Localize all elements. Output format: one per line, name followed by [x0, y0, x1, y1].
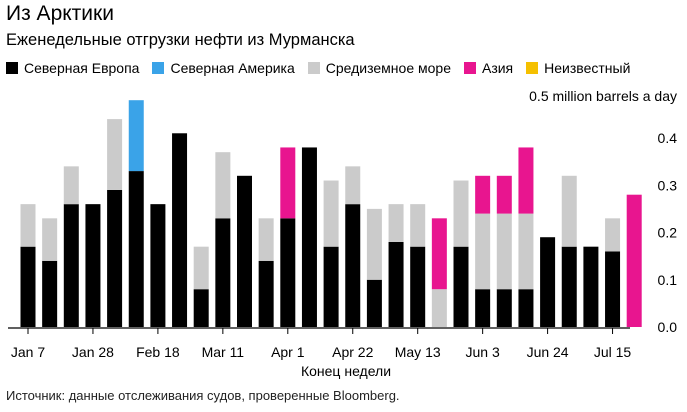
bar-segment	[453, 246, 469, 328]
legend-label-asia: Азия	[481, 60, 514, 76]
x-tick-label: Feb 18	[136, 344, 180, 360]
legend-item-asia: Азия	[463, 60, 514, 76]
bar-segment	[128, 100, 144, 172]
bar-segment	[366, 208, 382, 280]
x-tick-label: Apr 1	[271, 344, 305, 360]
bar-segment	[410, 204, 426, 247]
bar-segment	[323, 246, 339, 328]
bar-segment	[42, 218, 58, 261]
bar-segment	[42, 260, 58, 327]
bar-segment	[280, 147, 296, 219]
bar-segment	[518, 213, 534, 290]
bar-segment	[107, 119, 123, 190]
bar-segment	[605, 218, 621, 252]
x-tick-label: Jun 3	[466, 344, 500, 360]
bar-segment	[561, 175, 577, 247]
bar-segment	[301, 147, 317, 327]
bar-segment	[388, 204, 404, 242]
bar-segment	[475, 175, 491, 214]
bar-segment	[605, 251, 621, 327]
x-axis: Jan 7 Jan 28 Feb 18 Mar 11 Apr 1 Apr 22 May 13…	[11, 328, 632, 360]
legend-label-mediterranean: Средиземное море	[325, 60, 451, 76]
bar-segment	[128, 171, 144, 327]
legend-swatch-north-america	[152, 62, 165, 74]
bar-segment	[85, 204, 101, 327]
bar-segment	[518, 147, 534, 214]
legend-swatch-asia	[463, 62, 476, 74]
bar-segment	[583, 246, 599, 328]
bar-segment	[193, 246, 209, 290]
y-tick-label: 0.1	[658, 272, 678, 288]
source-note: Источник: данные отслеживания судов, про…	[6, 388, 400, 403]
bar-segment	[475, 213, 491, 290]
legend-swatch-mediterranean	[307, 62, 320, 74]
legend-swatch-north-europe	[6, 62, 18, 74]
bars	[20, 100, 642, 328]
x-tick-label: May 13	[395, 344, 441, 360]
bar-segment	[431, 218, 447, 290]
chart-subtitle: Еженедельные отгрузки нефти из Мурманска	[6, 31, 355, 49]
bar-segment	[540, 237, 556, 327]
bar-segment	[366, 279, 382, 327]
y-unit-label: 0.5 million barrels a day	[529, 88, 677, 104]
bar-segment	[431, 289, 447, 327]
legend-item-north-america: Северная Америка	[152, 60, 295, 76]
legend-label-north-europe: Северная Европа	[24, 60, 140, 76]
x-axis-title: Конец недели	[301, 363, 391, 379]
bar-segment	[410, 246, 426, 328]
y-tick-label: 0.2	[658, 225, 678, 241]
bar-segment	[215, 218, 231, 327]
legend-item-mediterranean: Средиземное море	[307, 60, 451, 76]
bar-segment	[215, 152, 231, 219]
legend-label-north-america: Северная Америка	[170, 60, 295, 76]
bar-segment	[258, 260, 274, 327]
y-tick-label: 0.0	[658, 319, 678, 335]
y-axis: 0.0 0.1 0.2 0.3 0.4	[658, 130, 678, 335]
legend-swatch-unknown	[526, 62, 539, 74]
bar-segment	[453, 180, 469, 247]
x-tick-label: Jun 24	[527, 344, 569, 360]
bar-segment	[107, 189, 123, 327]
bar-segment	[20, 204, 36, 247]
x-tick-label: Mar 11	[202, 344, 245, 360]
bar-segment	[345, 204, 361, 327]
bar-segment	[626, 194, 642, 327]
y-tick-label: 0.4	[658, 130, 678, 146]
x-tick-label: Jan 7	[11, 344, 45, 360]
bar-segment	[172, 133, 188, 327]
bar-segment	[475, 289, 491, 327]
bar-segment	[193, 289, 209, 327]
bar-segment	[63, 204, 79, 327]
bar-segment	[496, 213, 512, 290]
bar-segment	[561, 246, 577, 328]
chart-title: Из Арктики	[6, 2, 114, 25]
bar-segment	[280, 218, 296, 327]
legend-label-unknown: Неизвестный	[544, 60, 631, 76]
x-tick-label: Apr 22	[332, 344, 373, 360]
bar-segment	[237, 175, 252, 327]
legend: Северная Европа Северная Америка Средизе…	[6, 60, 630, 76]
bar-segment	[63, 166, 79, 205]
bar-segment	[323, 180, 339, 247]
legend-item-unknown: Неизвестный	[526, 60, 630, 76]
bar-segment	[150, 204, 166, 327]
legend-item-north-europe: Северная Европа	[6, 60, 139, 76]
x-tick-label: Jul 15	[594, 344, 632, 360]
bar-segment	[496, 289, 512, 327]
bar-segment	[345, 166, 361, 205]
bar-segment	[388, 241, 404, 327]
y-tick-label: 0.3	[658, 177, 678, 193]
bar-segment	[496, 175, 512, 214]
bar-segment	[20, 246, 36, 328]
x-tick-label: Jan 28	[72, 344, 114, 360]
bar-segment	[518, 289, 534, 327]
bar-segment	[258, 218, 274, 261]
